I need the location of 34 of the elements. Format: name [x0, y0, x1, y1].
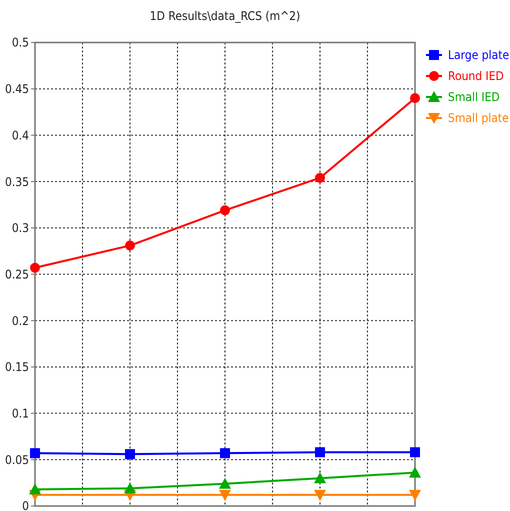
point	[410, 93, 420, 104]
point	[30, 262, 40, 273]
point	[314, 472, 326, 484]
point	[410, 447, 420, 458]
point	[315, 447, 325, 458]
point	[30, 448, 40, 458]
legend-label: Small IED	[448, 90, 500, 104]
chart-title: 1D Results\data_RCS (m^2)	[150, 9, 300, 23]
y-tick-label: 0.45	[4, 82, 29, 96]
point	[314, 490, 326, 501]
y-tick-label: 0.2	[12, 314, 29, 328]
point	[409, 466, 421, 478]
y-tick-label: 0	[22, 499, 30, 511]
point	[315, 172, 325, 183]
point	[219, 490, 231, 501]
legend-label: Large plate	[448, 48, 510, 62]
point	[220, 205, 230, 216]
point	[409, 490, 421, 501]
point	[219, 478, 231, 489]
point	[124, 482, 136, 494]
point	[29, 483, 41, 494]
y-tick-label: 0.15	[4, 360, 29, 374]
y-tick-label: 0.4	[12, 128, 30, 142]
legend-label: Small plate	[448, 111, 510, 126]
y-tick-label: 0.25	[4, 267, 29, 282]
y-tick-label: 0.35	[4, 174, 29, 189]
y-tick-label: 0.5	[12, 36, 29, 50]
legend-label: Round IED	[448, 69, 504, 84]
y-tick-label: 0.05	[4, 452, 29, 467]
y-tick-label: 0.1	[12, 406, 29, 420]
point	[125, 240, 135, 251]
point	[220, 448, 230, 458]
point	[125, 449, 135, 460]
y-tick-label: 0.3	[12, 221, 29, 236]
